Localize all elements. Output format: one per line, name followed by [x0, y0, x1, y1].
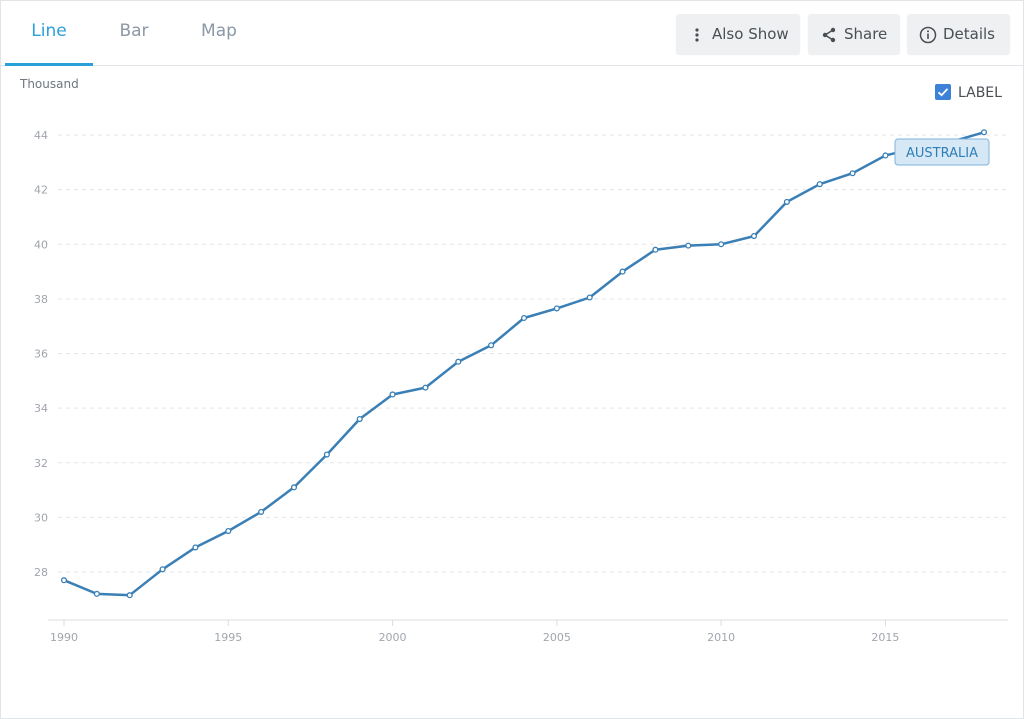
share-icon — [820, 26, 838, 44]
data-point[interactable] — [980, 129, 988, 136]
check-icon — [937, 88, 949, 97]
data-point[interactable] — [126, 592, 133, 599]
x-tick-label: 2000 — [379, 631, 407, 644]
share-button[interactable]: Share — [808, 14, 900, 54]
more-vertical-icon — [688, 26, 706, 44]
data-point[interactable] — [488, 342, 495, 349]
data-point[interactable] — [718, 241, 725, 248]
y-tick-label: 28 — [34, 566, 48, 579]
data-point[interactable] — [849, 170, 856, 177]
data-point[interactable] — [750, 233, 758, 240]
data-point[interactable] — [323, 451, 330, 458]
data-point[interactable] — [422, 384, 429, 391]
y-tick-label: 44 — [34, 129, 48, 142]
y-tick-label: 32 — [34, 457, 48, 470]
tab-line[interactable]: Line — [5, 1, 93, 66]
share-label: Share — [844, 25, 888, 43]
data-point[interactable] — [192, 544, 199, 551]
tab-map[interactable]: Map — [201, 21, 237, 41]
data-point[interactable] — [685, 242, 692, 249]
data-point[interactable] — [652, 246, 659, 253]
y-tick-label: 38 — [34, 293, 48, 306]
view-tab-bar: Line Bar Map Also Show Share Details — [1, 1, 1023, 66]
x-tick-label: 2015 — [871, 631, 899, 644]
x-tick-label: 2010 — [707, 631, 735, 644]
info-icon — [919, 26, 937, 44]
data-point[interactable] — [356, 415, 363, 423]
data-point[interactable] — [586, 294, 593, 301]
y-tick-label: 36 — [34, 348, 48, 361]
data-point[interactable] — [159, 566, 166, 573]
data-point[interactable] — [60, 577, 68, 584]
data-point[interactable] — [258, 508, 265, 515]
details-button[interactable]: Details — [907, 14, 1010, 54]
y-tick-label: 40 — [34, 238, 48, 251]
y-tick-label: 30 — [34, 511, 48, 524]
label-checkbox[interactable] — [935, 84, 951, 100]
data-point[interactable] — [520, 314, 528, 322]
data-point[interactable] — [619, 268, 626, 275]
x-tick-label: 1995 — [214, 631, 242, 644]
x-tick-label: 1990 — [50, 631, 78, 644]
y-tick-label: 34 — [34, 402, 48, 415]
also-show-label: Also Show — [712, 25, 789, 43]
data-point[interactable] — [93, 590, 100, 597]
tab-bar[interactable]: Bar — [119, 21, 149, 41]
also-show-button[interactable]: Also Show — [676, 14, 800, 54]
data-point[interactable] — [553, 305, 560, 312]
series-line-australia — [63, 131, 985, 597]
series-label-text: AUSTRALIA — [906, 146, 978, 161]
label-toggle-text: LABEL — [958, 85, 1002, 101]
data-point[interactable] — [816, 181, 823, 188]
series-label-australia: AUSTRALIA — [894, 138, 990, 166]
data-point[interactable] — [290, 484, 298, 491]
y-axis-unit-label: Thousand — [20, 77, 79, 91]
y-tick-label: 42 — [34, 184, 48, 197]
data-point[interactable] — [389, 391, 396, 398]
data-point[interactable] — [882, 152, 889, 159]
x-tick-label: 2005 — [543, 631, 571, 644]
data-point[interactable] — [455, 358, 462, 365]
data-point[interactable] — [225, 527, 232, 535]
data-point[interactable] — [783, 198, 790, 205]
details-label: Details — [943, 25, 996, 43]
